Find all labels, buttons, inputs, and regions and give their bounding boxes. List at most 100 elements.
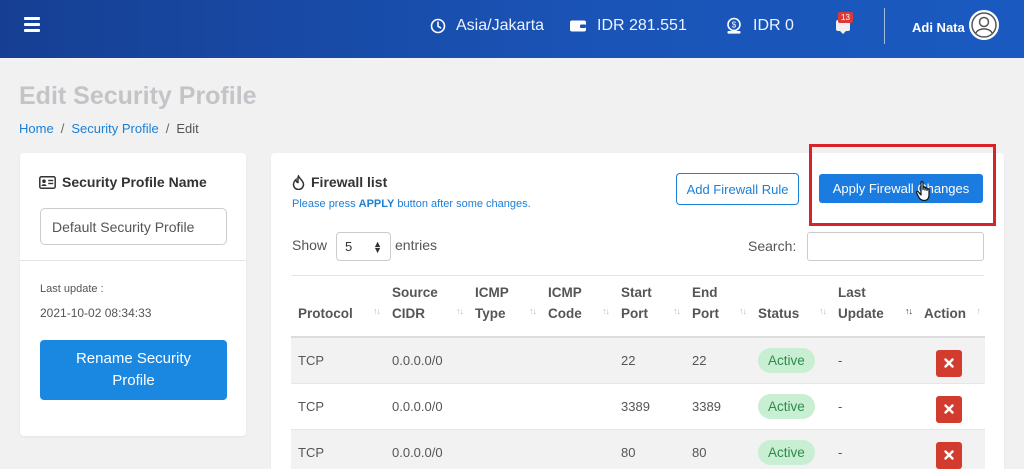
timezone-label: Asia/Jakarta xyxy=(456,17,545,34)
col-protocol[interactable]: Protocol ↑↓ xyxy=(291,276,385,338)
last-update-label: Last update : xyxy=(40,283,104,295)
status-badge: Active xyxy=(758,347,815,373)
firewall-table: Protocol ↑↓ Source CIDR ↑↓ ICMP Type ↑↓ ICMP C… xyxy=(291,276,985,469)
cell-action xyxy=(917,337,985,384)
delete-rule-button[interactable] xyxy=(936,395,962,423)
svg-text:$: $ xyxy=(732,21,737,30)
cell-action xyxy=(917,429,985,469)
sort-icon: ↑↓ xyxy=(529,306,537,316)
security-profile-card: Security Profile Name Last update : 2021… xyxy=(20,153,246,436)
col-icmp-type[interactable]: ICMP Type ↑↓ xyxy=(468,276,541,338)
apply-firewall-changes-button[interactable]: Apply Firewall Changes xyxy=(819,174,983,203)
balance-label: IDR 281.551 xyxy=(597,17,687,34)
table-top-divider xyxy=(292,275,984,276)
cell-cidr: 0.0.0.0/0 xyxy=(385,383,468,430)
show-label: Show xyxy=(292,237,328,253)
search-input[interactable] xyxy=(807,232,984,261)
clock-icon xyxy=(430,18,446,34)
cell-status: Active xyxy=(751,429,831,469)
coin-stack-icon: $ xyxy=(727,17,741,34)
sort-icon: ↑↓ xyxy=(673,306,681,316)
balance-indicator[interactable]: IDR 281.551 xyxy=(569,16,687,36)
breadcrumb-current: Edit xyxy=(176,121,199,136)
col-action: Action ↑ xyxy=(917,276,985,338)
select-arrows-icon: ▲ ▼ xyxy=(373,239,382,255)
search-label: Search: xyxy=(748,238,797,254)
menu-icon[interactable] xyxy=(24,17,40,32)
cell-protocol: TCP xyxy=(291,337,385,384)
credit-indicator[interactable]: $ IDR 0 xyxy=(725,16,794,36)
cell-icmp-code xyxy=(541,383,614,430)
breadcrumb-security-profile[interactable]: Security Profile xyxy=(71,121,159,136)
cell-end-port: 80 xyxy=(685,429,751,469)
close-icon xyxy=(944,404,954,414)
sort-asc-icon: ↑↓ xyxy=(905,306,913,316)
timezone-indicator[interactable]: Asia/Jakarta xyxy=(430,16,544,36)
col-start-port[interactable]: Start Port ↑↓ xyxy=(614,276,685,338)
col-status[interactable]: Status ↑↓ xyxy=(751,276,831,338)
status-badge: Active xyxy=(758,439,815,465)
cell-icmp-type xyxy=(468,429,541,469)
breadcrumb-home[interactable]: Home xyxy=(19,121,54,136)
rename-profile-button[interactable]: Rename Security Profile xyxy=(40,340,227,400)
firewall-title-text: Firewall list xyxy=(311,174,388,190)
entries-label: entries xyxy=(395,237,438,253)
cell-cidr: 0.0.0.0/0 xyxy=(385,337,468,384)
highlight-box xyxy=(809,144,996,226)
firewall-title: Firewall list xyxy=(292,174,387,190)
table-row: TCP 0.0.0.0/0 3389 3389 Active - xyxy=(291,383,985,430)
sort-icon: ↑↓ xyxy=(373,306,381,316)
sort-icon: ↑ xyxy=(976,306,981,316)
user-avatar-icon xyxy=(971,12,997,38)
close-icon xyxy=(944,450,954,460)
col-icmp-code[interactable]: ICMP Code ↑↓ xyxy=(541,276,614,338)
add-firewall-rule-button[interactable]: Add Firewall Rule xyxy=(676,173,799,205)
apply-hint-keyword: APPLY xyxy=(358,198,395,210)
entries-select[interactable]: 5 ▲ ▼ xyxy=(336,232,391,261)
sort-icon: ↑↓ xyxy=(739,306,747,316)
credit-label: IDR 0 xyxy=(753,17,794,34)
cell-last-update: - xyxy=(831,429,917,469)
col-end-port[interactable]: End Port ↑↓ xyxy=(685,276,751,338)
cell-status: Active xyxy=(751,337,831,384)
navbar-divider xyxy=(884,8,885,44)
page-title: Edit Security Profile xyxy=(19,82,257,110)
cell-start-port: 80 xyxy=(614,429,685,469)
cell-last-update: - xyxy=(831,383,917,430)
sort-icon: ↑↓ xyxy=(819,306,827,316)
firewall-card: Firewall list Please press APPLY button … xyxy=(271,153,1004,469)
hand-cursor-icon xyxy=(915,181,930,202)
close-icon xyxy=(944,358,954,368)
col-last-update[interactable]: Last Update ↑↓ xyxy=(831,276,917,338)
sort-icon: ↑↓ xyxy=(456,306,464,316)
card-divider xyxy=(20,260,246,261)
table-row: TCP 0.0.0.0/0 22 22 Active - xyxy=(291,337,985,384)
delete-rule-button[interactable] xyxy=(936,349,962,377)
last-update-value: 2021-10-02 08:34:33 xyxy=(40,306,152,320)
cell-icmp-type xyxy=(468,337,541,384)
cell-icmp-type xyxy=(468,383,541,430)
fire-icon xyxy=(292,174,305,190)
profile-name-input[interactable] xyxy=(40,208,227,245)
top-navbar: Asia/Jakarta IDR 281.551 $ IDR 0 13 Adi … xyxy=(0,0,1024,58)
cell-end-port: 3389 xyxy=(685,383,751,430)
breadcrumb: Home / Security Profile / Edit xyxy=(19,121,199,136)
cell-icmp-code xyxy=(541,429,614,469)
table-header-row: Protocol ↑↓ Source CIDR ↑↓ ICMP Type ↑↓ ICMP C… xyxy=(291,276,985,338)
id-card-icon xyxy=(39,175,56,189)
apply-hint: Please press APPLY button after some cha… xyxy=(292,198,531,210)
avatar[interactable] xyxy=(969,10,999,40)
wallet-icon xyxy=(570,20,586,32)
profile-card-title: Security Profile Name xyxy=(39,174,207,190)
cell-icmp-code xyxy=(541,337,614,384)
user-name[interactable]: Adi Nata xyxy=(912,20,965,35)
status-badge: Active xyxy=(758,393,815,419)
entries-value: 5 xyxy=(345,239,353,254)
cell-protocol: TCP xyxy=(291,429,385,469)
cell-cidr: 0.0.0.0/0 xyxy=(385,429,468,469)
col-source-cidr[interactable]: Source CIDR ↑↓ xyxy=(385,276,468,338)
cell-end-port: 22 xyxy=(685,337,751,384)
delete-rule-button[interactable] xyxy=(936,441,962,469)
cell-start-port: 3389 xyxy=(614,383,685,430)
cell-protocol: TCP xyxy=(291,383,385,430)
